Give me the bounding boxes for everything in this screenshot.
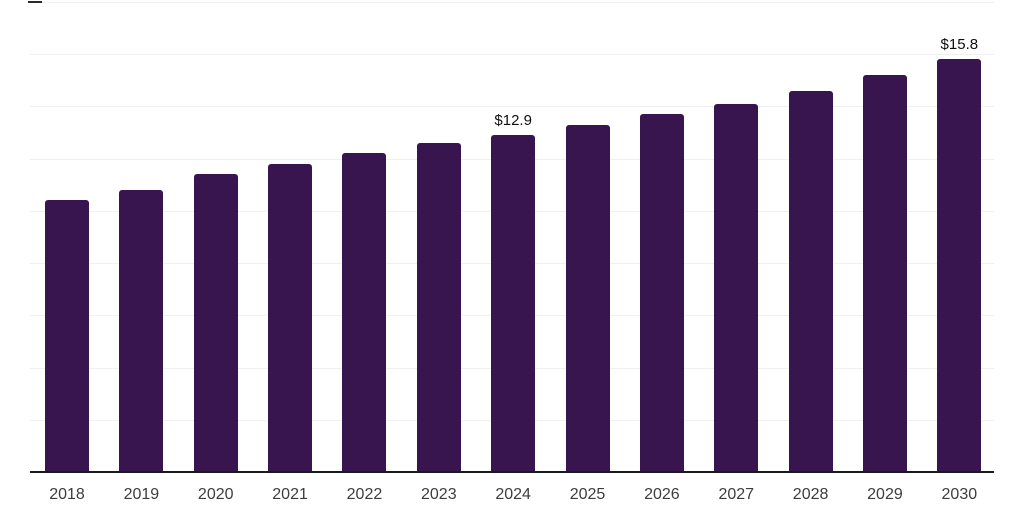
x-axis-line: [30, 471, 994, 473]
bar-2025: [565, 124, 610, 472]
bar-2024: [491, 135, 536, 472]
x-tick-2023: 2023: [421, 486, 457, 503]
gridline-16: [30, 54, 994, 56]
x-tick-2029: 2029: [867, 486, 903, 503]
bar-2029: [862, 75, 907, 472]
bar-2028: [788, 90, 833, 472]
value-label-2024: $12.9: [494, 112, 532, 130]
x-tick-2022: 2022: [346, 486, 383, 503]
bar-2023: [416, 143, 461, 472]
bar-2022: [342, 153, 387, 472]
x-tick-2024: 2024: [495, 486, 531, 503]
x-tick-2020: 2020: [197, 486, 234, 503]
bar-2018: [45, 200, 89, 472]
top-left-dash: [28, 1, 42, 3]
x-tick-2028: 2028: [792, 486, 829, 503]
bar-2026: [639, 114, 684, 472]
x-tick-2019: 2019: [123, 486, 160, 503]
bar-2019: [119, 190, 164, 472]
x-tick-2021: 2021: [272, 486, 308, 503]
gridline-14: [30, 106, 994, 108]
x-tick-2026: 2026: [644, 486, 680, 503]
x-tick-2018: 2018: [49, 486, 85, 503]
bar-2027: [714, 103, 759, 472]
x-tick-2027: 2027: [718, 486, 755, 503]
bar-2021: [268, 163, 313, 472]
bar-2020: [193, 174, 238, 472]
gridline-18: [30, 2, 994, 3]
value-label-2030: $15.8: [940, 36, 979, 54]
x-tick-2025: 2025: [569, 486, 606, 503]
x-tick-2030: 2030: [941, 486, 978, 503]
bar-2030: [937, 59, 982, 472]
